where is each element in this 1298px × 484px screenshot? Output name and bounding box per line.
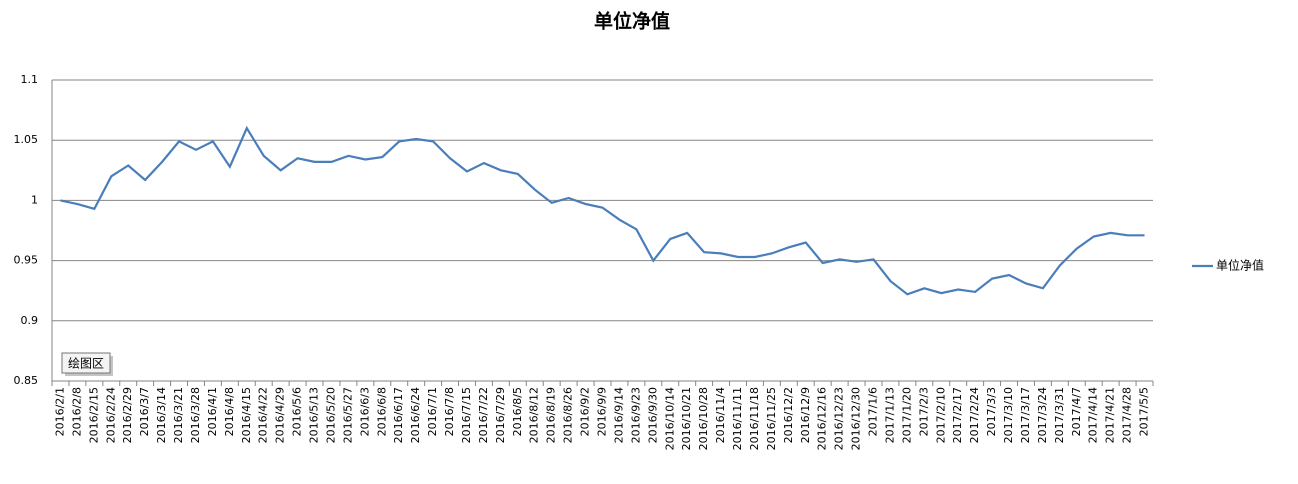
- x-tick-label: 2016/4/22: [257, 387, 270, 443]
- y-tick-label: 1: [31, 193, 38, 206]
- x-tick-label: 2016/8/19: [545, 387, 558, 443]
- x-tick-label: 2016/2/1: [53, 387, 66, 436]
- x-tick-label: 2016/9/9: [596, 387, 609, 436]
- legend-label: 单位净值: [1216, 258, 1264, 273]
- x-tick-label: 2017/1/20: [900, 387, 913, 443]
- x-tick-label: 2016/8/5: [511, 387, 524, 436]
- series-line: [60, 125, 1145, 296]
- x-tick-label: 2016/12/23: [833, 387, 846, 450]
- x-tick-label: 2016/3/28: [189, 387, 202, 443]
- x-tick-label: 2016/8/26: [562, 387, 575, 443]
- x-tick-label: 2016/3/21: [172, 387, 185, 443]
- x-tick-label: 2016/4/29: [274, 387, 287, 443]
- x-tick-label: 2017/2/10: [934, 387, 947, 443]
- x-tick-label: 2016/3/14: [155, 387, 168, 443]
- x-tick-label: 2016/7/1: [426, 387, 439, 436]
- y-tick-label: 0.85: [14, 374, 39, 387]
- x-tick-label: 2016/6/24: [409, 387, 422, 443]
- x-tick-label: 2016/12/9: [799, 387, 812, 443]
- x-tick-label: 2016/2/29: [121, 387, 134, 443]
- x-tick-label: 2017/3/17: [1019, 387, 1032, 443]
- x-tick-label: 2017/2/24: [968, 387, 981, 443]
- x-tick-label: 2017/1/6: [867, 387, 880, 436]
- x-tick-label: 2016/7/15: [460, 387, 473, 443]
- x-tick-label: 2017/1/13: [883, 387, 896, 443]
- tooltip-text: 绘图区: [68, 356, 104, 371]
- y-tick-label: 1.05: [14, 133, 39, 146]
- x-tick-label: 2016/4/15: [240, 387, 253, 443]
- x-tick-label: 2016/11/4: [714, 387, 727, 443]
- x-tick-label: 2016/12/16: [816, 387, 829, 450]
- x-tick-label: 2016/3/7: [138, 387, 151, 436]
- x-tick-label: 2016/10/28: [697, 387, 710, 450]
- x-tick-label: 2016/9/30: [646, 387, 659, 443]
- x-tick-label: 2016/12/2: [782, 387, 795, 443]
- x-tick-label: 2017/4/7: [1070, 387, 1083, 436]
- y-tick-label: 0.95: [14, 254, 39, 267]
- x-tick-label: 2017/3/24: [1036, 387, 1049, 443]
- y-tick-label: 1.1: [21, 73, 39, 86]
- x-tick-label: 2016/9/2: [579, 387, 592, 436]
- x-tick-label: 2017/4/14: [1087, 387, 1100, 443]
- x-tick-label: 2016/2/15: [87, 387, 100, 443]
- x-tick-label: 2016/4/8: [223, 387, 236, 436]
- x-tick-label: 2016/11/11: [731, 387, 744, 450]
- x-tick-label: 2016/5/20: [324, 387, 337, 443]
- x-tick-label: 2016/5/13: [308, 387, 321, 443]
- x-tick-label: 2016/11/18: [748, 387, 761, 450]
- x-tick-label: 2016/9/14: [612, 387, 625, 443]
- x-tick-label: 2016/5/6: [291, 387, 304, 436]
- x-tick-label: 2016/7/22: [477, 387, 490, 443]
- x-tick-label: 2016/10/21: [680, 387, 693, 450]
- x-tick-label: 2016/6/17: [392, 387, 405, 443]
- x-tick-label: 2017/2/3: [917, 387, 930, 436]
- x-tick-label: 2017/4/21: [1104, 387, 1117, 443]
- x-tick-label: 2017/3/3: [985, 387, 998, 436]
- x-tick-label: 2017/5/5: [1138, 387, 1151, 436]
- x-tick-label: 2017/2/17: [951, 387, 964, 443]
- chart-title: 单位净值: [594, 10, 670, 33]
- x-tick-label: 2017/4/28: [1121, 387, 1134, 443]
- x-tick-label: 2016/6/3: [358, 387, 371, 436]
- x-tick-label: 2016/8/12: [528, 387, 541, 443]
- tooltip-box: [61, 352, 111, 374]
- x-tick-label: 2017/3/31: [1053, 387, 1066, 443]
- y-tick-label: 0.9: [21, 314, 39, 327]
- x-tick-label: 2016/7/8: [443, 387, 456, 436]
- x-tick-label: 2016/7/29: [494, 387, 507, 443]
- x-tick-label: 2016/6/8: [375, 387, 388, 436]
- plot-area-tooltip: 绘图区: [61, 352, 113, 376]
- x-tick-label: 2016/4/1: [206, 387, 219, 436]
- x-tick-label: 2016/2/8: [70, 387, 83, 436]
- x-tick-label: 2016/9/23: [629, 387, 642, 443]
- x-tick-label: 2017/3/10: [1002, 387, 1015, 443]
- x-tick-label: 2016/10/14: [663, 387, 676, 450]
- x-tick-label: 2016/11/25: [765, 387, 778, 450]
- x-tick-label: 2016/12/30: [850, 387, 863, 450]
- x-tick-label: 2016/5/27: [341, 387, 354, 443]
- x-tick-label: 2016/2/24: [104, 387, 117, 443]
